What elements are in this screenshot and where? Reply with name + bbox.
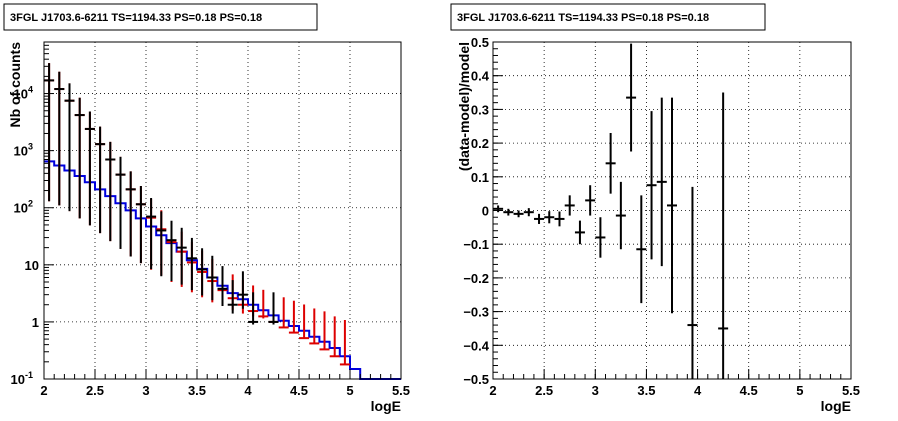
counts-panel: 3FGL J1703.6-6211 TS=1194.33 PS=0.18 PS=… [3,3,410,414]
residuals-x-tick-label: 5.5 [842,383,860,398]
counts-title: 3FGL J1703.6-6211 TS=1194.33 PS=0.18 PS=… [10,12,262,24]
counts-y-tick-label: 10-1 [11,370,33,387]
residuals-x-axis-title: logE [821,398,851,414]
residuals-x-tick-label: 2 [489,383,496,398]
counts-y-tick-label: 103 [14,142,33,159]
residuals-y-tick-label: −0.4 [463,338,489,353]
counts-y-axis-title: Nb of counts [7,42,23,128]
residuals-y-tick-label: −0.5 [463,372,489,387]
counts-plot-frame [43,41,402,380]
residuals-panel: 3FGL J1703.6-6211 TS=1194.33 PS=0.18 PS=… [450,3,860,414]
residuals-y-tick-label: 0.3 [471,102,489,117]
residuals-x-tick-label: 2.5 [535,383,553,398]
residuals-y-tick-label: 0.4 [471,69,490,84]
counts-x-axis-title: logE [371,398,401,414]
residuals-title: 3FGL J1703.6-6211 TS=1194.33 PS=0.18 PS=… [457,12,709,24]
counts-grid [44,42,401,379]
residuals-y-tick-label: −0.1 [463,237,489,252]
residuals-marks [493,43,729,379]
residuals-y-tick-label: 0.2 [471,136,489,151]
residuals-y-tick-label: 0.1 [471,170,489,185]
counts-x-tick-label: 4 [244,383,252,398]
residuals-y-axis-title: (data-model)/model [456,42,472,171]
residuals-y-tick-label: 0.5 [471,35,489,50]
counts-x-tick-label: 2.5 [86,383,104,398]
residuals-y-tick-label: −0.3 [463,305,489,320]
counts-x-tick-label: 5.5 [392,383,410,398]
counts-marks [44,63,401,380]
residuals-y-tick-label: 0 [482,204,489,219]
residuals-x-tick-label: 4.5 [740,383,758,398]
counts-x-tick-label: 3 [142,383,149,398]
residuals-grid [493,42,851,379]
counts-y-tick-label: 102 [14,199,33,216]
residuals-x-tick-label: 3.5 [637,383,655,398]
residuals-ticks: 2 2.5 3 3.5 4 4.5 5 5.5 −0.5 −0.4 −0.3 −0.2 −0.1 0 0.1… [463,35,860,398]
counts-title-box [3,3,318,31]
residuals-x-tick-label: 4 [694,383,702,398]
residuals-x-tick-label: 3 [592,383,599,398]
counts-x-tick-label: 4.5 [290,383,308,398]
counts-y-tick-label: 10 [25,258,39,273]
residuals-x-tick-label: 5 [796,383,803,398]
counts-x-tick-label: 5 [346,383,353,398]
counts-x-tick-label: 3.5 [188,383,206,398]
residuals-y-tick-label: −0.2 [463,271,489,286]
counts-x-tick-label: 2 [40,383,47,398]
model-counts-histogram-line [44,160,401,380]
residuals-title-box [450,3,766,31]
counts-y-tick-label: 1 [32,315,39,330]
